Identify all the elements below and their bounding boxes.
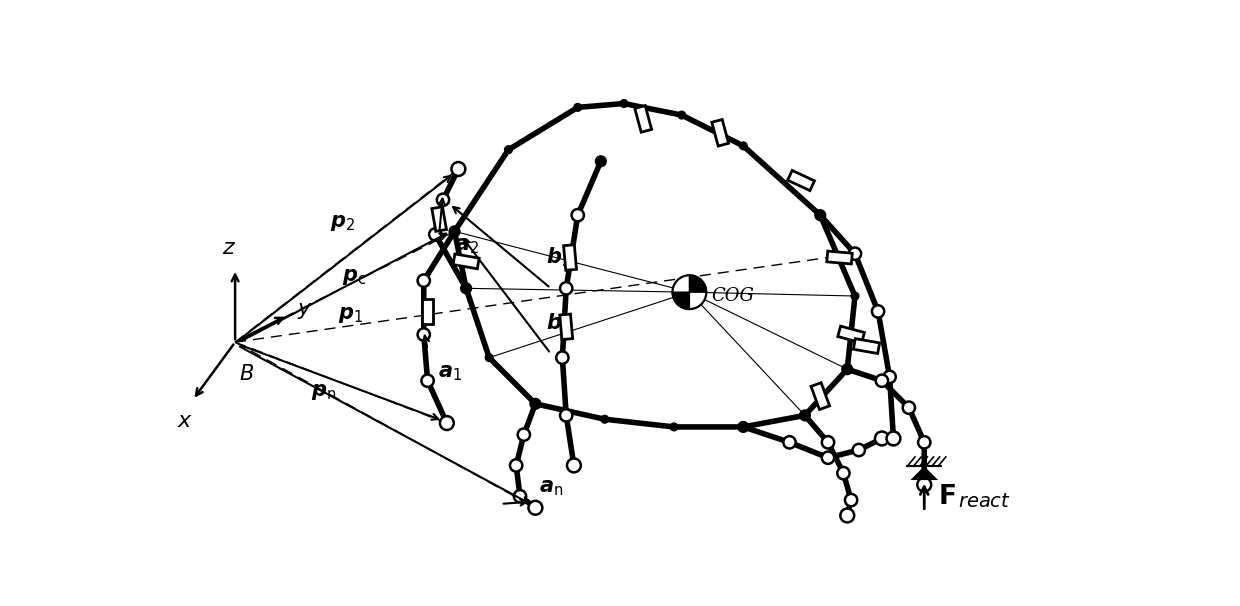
Circle shape xyxy=(418,275,430,287)
Circle shape xyxy=(851,292,859,300)
Circle shape xyxy=(853,444,866,456)
Bar xyxy=(787,170,815,191)
Circle shape xyxy=(451,162,465,176)
Circle shape xyxy=(436,193,449,206)
Text: $\boldsymbol{p}_1$: $\boldsymbol{p}_1$ xyxy=(339,305,363,325)
Circle shape xyxy=(841,508,854,522)
Bar xyxy=(853,339,879,353)
Circle shape xyxy=(816,211,825,219)
Bar xyxy=(635,105,651,132)
Circle shape xyxy=(461,283,471,294)
Circle shape xyxy=(567,459,580,472)
Text: $react$: $react$ xyxy=(959,493,1011,511)
Polygon shape xyxy=(910,466,939,480)
Circle shape xyxy=(560,409,573,422)
Circle shape xyxy=(875,375,888,387)
Text: COG: COG xyxy=(711,287,754,305)
Bar xyxy=(838,326,864,343)
Circle shape xyxy=(738,422,749,432)
Circle shape xyxy=(678,112,686,119)
Text: $\mathbf{F}$: $\mathbf{F}$ xyxy=(939,484,956,508)
Circle shape xyxy=(529,398,541,409)
Circle shape xyxy=(815,210,826,221)
Circle shape xyxy=(918,478,931,491)
Bar xyxy=(422,299,433,324)
Circle shape xyxy=(875,431,889,445)
Circle shape xyxy=(739,142,748,150)
Circle shape xyxy=(672,275,707,309)
Circle shape xyxy=(601,415,609,423)
Circle shape xyxy=(670,423,678,431)
Circle shape xyxy=(517,428,529,441)
Circle shape xyxy=(918,436,930,448)
Bar xyxy=(811,383,830,410)
Circle shape xyxy=(429,228,441,241)
Circle shape xyxy=(822,436,835,448)
Text: $\boldsymbol{a}_{\mathrm{n}}$: $\boldsymbol{a}_{\mathrm{n}}$ xyxy=(538,479,563,498)
Circle shape xyxy=(449,226,460,237)
Text: $x$: $x$ xyxy=(177,410,193,432)
Circle shape xyxy=(510,459,522,471)
Circle shape xyxy=(528,501,542,514)
Text: $B$: $B$ xyxy=(239,364,254,384)
Circle shape xyxy=(801,411,808,419)
Text: $\boldsymbol{p}_{\mathrm{c}}$: $\boldsymbol{p}_{\mathrm{c}}$ xyxy=(342,267,367,287)
Bar xyxy=(432,207,446,231)
Bar xyxy=(712,119,729,146)
Circle shape xyxy=(422,375,434,387)
Wedge shape xyxy=(672,292,689,309)
Circle shape xyxy=(572,209,584,221)
Circle shape xyxy=(739,423,748,431)
Circle shape xyxy=(872,305,884,318)
Wedge shape xyxy=(689,275,707,292)
Text: $\boldsymbol{a}_2$: $\boldsymbol{a}_2$ xyxy=(455,236,479,256)
Bar xyxy=(827,251,852,264)
Text: $z$: $z$ xyxy=(222,237,236,259)
Circle shape xyxy=(450,227,459,235)
Circle shape xyxy=(595,156,606,167)
Circle shape xyxy=(513,490,526,502)
Circle shape xyxy=(505,146,512,153)
Bar xyxy=(559,314,573,339)
Circle shape xyxy=(485,354,494,361)
Text: $\boldsymbol{a}_1$: $\boldsymbol{a}_1$ xyxy=(438,363,461,383)
Circle shape xyxy=(822,451,835,464)
Circle shape xyxy=(842,364,853,375)
Circle shape xyxy=(903,402,915,414)
Text: $y$: $y$ xyxy=(296,299,312,321)
Circle shape xyxy=(849,247,861,260)
Circle shape xyxy=(620,99,627,107)
Circle shape xyxy=(560,282,573,295)
Circle shape xyxy=(463,284,470,292)
Circle shape xyxy=(532,400,539,408)
Circle shape xyxy=(843,365,851,373)
Text: $\boldsymbol{p}_2$: $\boldsymbol{p}_2$ xyxy=(330,213,356,233)
Text: $\boldsymbol{b}_2$: $\boldsymbol{b}_2$ xyxy=(546,245,570,269)
Text: $\boldsymbol{b}_1$: $\boldsymbol{b}_1$ xyxy=(546,311,570,335)
Bar xyxy=(453,254,479,269)
Circle shape xyxy=(844,494,857,506)
Circle shape xyxy=(574,104,582,112)
Circle shape xyxy=(557,351,568,364)
Circle shape xyxy=(883,371,895,383)
Circle shape xyxy=(440,416,454,430)
Text: $\boldsymbol{p}_{\mathrm{n}}$: $\boldsymbol{p}_{\mathrm{n}}$ xyxy=(311,382,336,402)
Bar xyxy=(564,245,577,270)
Circle shape xyxy=(887,431,900,445)
Circle shape xyxy=(418,328,430,341)
Circle shape xyxy=(784,436,796,448)
Circle shape xyxy=(800,410,810,421)
Circle shape xyxy=(837,467,849,479)
